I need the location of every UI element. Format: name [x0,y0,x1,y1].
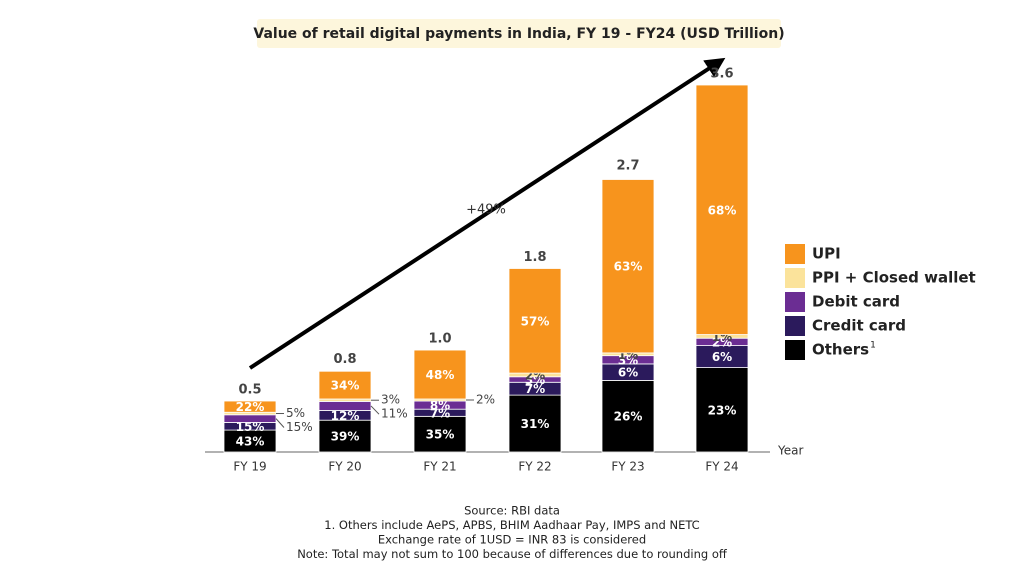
title-box [257,19,781,48]
legend-swatch [785,268,805,288]
segment-label: 15% [236,420,265,434]
segment-label: 6% [618,366,638,380]
bar-segment [318,370,372,400]
total-label: 3.6 [710,67,733,82]
legend-swatch [785,316,805,336]
footnote: 1. Others include AePS, APBS, BHIM Aadha… [324,518,699,532]
bar-segment [601,380,655,453]
x-tick-label: FY 22 [518,460,551,474]
x-axis-label: Year [777,444,803,458]
segment-label: 39% [331,430,360,444]
segment-label: 6% [712,350,732,364]
legend-label: Debit card [812,293,900,311]
segment-label: 22% [236,400,265,414]
legend-label: UPI [812,245,841,263]
total-label: 2.7 [616,158,639,173]
bar-segment [695,84,749,335]
bar-segment [223,400,277,413]
x-tick-label: FY 20 [328,460,361,474]
x-tick-label: FY 21 [423,460,456,474]
segment-label-outside: 15% [286,420,313,434]
segment-label: 63% [614,260,643,274]
legend-swatch [785,292,805,312]
leader-line [370,405,380,415]
footnote: Source: RBI data [464,504,560,518]
segment-label: 31% [521,417,550,431]
x-tick-label: FY 19 [233,460,266,474]
footnote: Exchange rate of 1USD = INR 83 is consid… [378,533,646,547]
legend-swatch [785,340,805,360]
segment-label-outside: 3% [381,393,400,407]
segment-label: 23% [708,403,737,417]
segment-label: 26% [614,410,643,424]
segment-label: 7% [525,382,545,396]
leader-line [275,418,285,428]
bar-segment [318,419,372,453]
segment-label: 12% [331,409,360,423]
segment-label: 68% [708,203,737,217]
legend-label: Credit card [812,317,906,335]
growth-arrow [248,57,726,370]
footnote: Note: Total may not sum to 100 because o… [297,547,728,561]
bar-segment [508,268,562,374]
legend-footnote-marker: 1 [870,341,876,351]
legend-swatch [785,244,805,264]
bar-segment [413,349,467,400]
legend-label: Others [812,341,869,359]
segment-label-outside: 11% [381,407,408,421]
total-label: 0.5 [238,383,261,398]
segment-label: 43% [236,435,265,449]
growth-annotation: +49% [466,203,506,218]
x-tick-label: FY 24 [705,460,738,474]
bar-segment [601,179,655,354]
legend-label: PPI + Closed wallet [812,269,976,287]
total-label: 1.8 [523,250,546,265]
segment-label: 2% [712,335,732,349]
bar-segment [223,414,277,423]
segment-label: 34% [331,379,360,393]
segment-label: 3% [618,353,638,367]
chart-title: Value of retail digital payments in Indi… [253,26,784,42]
segment-label-outside: 5% [286,406,305,420]
segment-label: 8% [430,399,450,413]
bar-segment [508,394,562,453]
total-label: 1.0 [428,332,451,347]
segment-label: 35% [426,428,455,442]
x-tick-label: FY 23 [611,460,644,474]
segment-label-outside: 2% [476,393,495,407]
total-label: 0.8 [333,352,356,367]
bar-segment [318,401,372,411]
segment-label: 7% [430,406,450,420]
segment-label: 57% [521,314,550,328]
segment-label: 48% [426,368,455,382]
bar-segment [413,415,467,453]
